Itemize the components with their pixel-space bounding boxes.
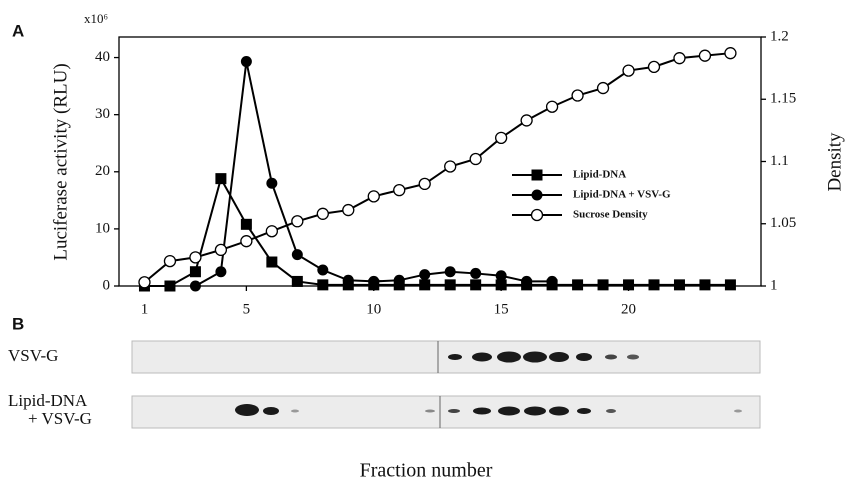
multiplier: x10⁶ [84, 11, 108, 26]
marker [699, 279, 711, 291]
marker [469, 152, 482, 166]
marker [470, 267, 482, 279]
series-line [194, 61, 553, 287]
marker [673, 52, 686, 65]
marker [316, 207, 329, 220]
x-tick-label: 10 [366, 301, 381, 317]
marker [189, 280, 201, 292]
marker [240, 218, 252, 230]
marker [189, 251, 202, 264]
panel-label: B [12, 314, 24, 333]
marker [597, 279, 609, 291]
y-tick-label: 30 [95, 106, 110, 122]
x-tick-label: 5 [243, 301, 251, 317]
marker [531, 189, 543, 201]
marker [163, 254, 177, 268]
marker [623, 279, 635, 291]
marker [724, 47, 737, 60]
blot-label: + VSV-G [28, 409, 92, 428]
marker [520, 114, 533, 127]
marker [444, 160, 457, 173]
marker [530, 208, 544, 222]
marker [215, 266, 227, 278]
x-axis-label: Fraction number [360, 460, 493, 482]
x-tick-label: 1 [141, 301, 149, 317]
marker [393, 183, 406, 197]
marker [214, 243, 228, 257]
marker [572, 279, 584, 291]
marker [189, 266, 201, 278]
marker [495, 270, 507, 282]
x-tick-label: 15 [494, 301, 509, 317]
y2-tick-label: 1.1 [770, 153, 789, 169]
y-tick-label: 20 [95, 163, 110, 179]
marker [546, 275, 558, 287]
marker [368, 275, 380, 287]
marker [419, 279, 431, 291]
marker [342, 203, 355, 217]
marker [266, 177, 278, 189]
y-tick-label: 40 [95, 49, 110, 65]
y2-tick-label: 1 [770, 277, 778, 293]
blot-label: VSV-G [8, 346, 58, 365]
y-axis-label: Luciferase activity (RLU) [50, 63, 71, 260]
marker [291, 275, 303, 287]
marker [622, 64, 635, 77]
marker [470, 279, 482, 291]
marker [531, 169, 543, 181]
marker [724, 279, 736, 291]
y2-tick-label: 1.15 [770, 91, 796, 107]
marker [673, 279, 685, 291]
y2-axis-label: Density [824, 132, 845, 192]
marker [647, 60, 661, 74]
series-line [143, 52, 731, 284]
marker [367, 190, 380, 203]
marker [444, 266, 456, 278]
x-tick-label: 20 [621, 301, 636, 317]
marker [291, 249, 303, 261]
marker [494, 131, 508, 144]
legend-label: Sucrose Density [573, 209, 648, 221]
marker [495, 279, 507, 291]
marker [393, 274, 405, 286]
marker [419, 269, 431, 281]
y2-tick-label: 1.2 [770, 28, 789, 44]
marker [240, 235, 253, 248]
marker [342, 274, 354, 286]
marker [265, 225, 279, 238]
marker [215, 173, 227, 185]
marker [545, 100, 559, 113]
y-tick-label: 0 [103, 277, 111, 293]
marker [698, 49, 712, 62]
marker [164, 280, 176, 292]
marker [138, 276, 151, 289]
marker [444, 279, 456, 291]
marker [571, 89, 584, 102]
marker [648, 279, 660, 291]
marker [596, 81, 610, 95]
y2-tick-label: 1.05 [770, 215, 796, 231]
marker [521, 275, 533, 287]
marker [291, 215, 304, 228]
legend-label: Lipid-DNA [573, 169, 626, 181]
legend-label: Lipid-DNA + VSV-G [573, 189, 671, 201]
marker [317, 264, 329, 276]
marker [266, 256, 278, 268]
blot [131, 340, 761, 429]
blot-label: Lipid-DNA [8, 391, 88, 410]
marker [317, 279, 329, 291]
y-tick-label: 10 [95, 220, 110, 236]
marker [418, 177, 431, 191]
marker [240, 56, 252, 68]
panel-label: A [12, 21, 24, 40]
